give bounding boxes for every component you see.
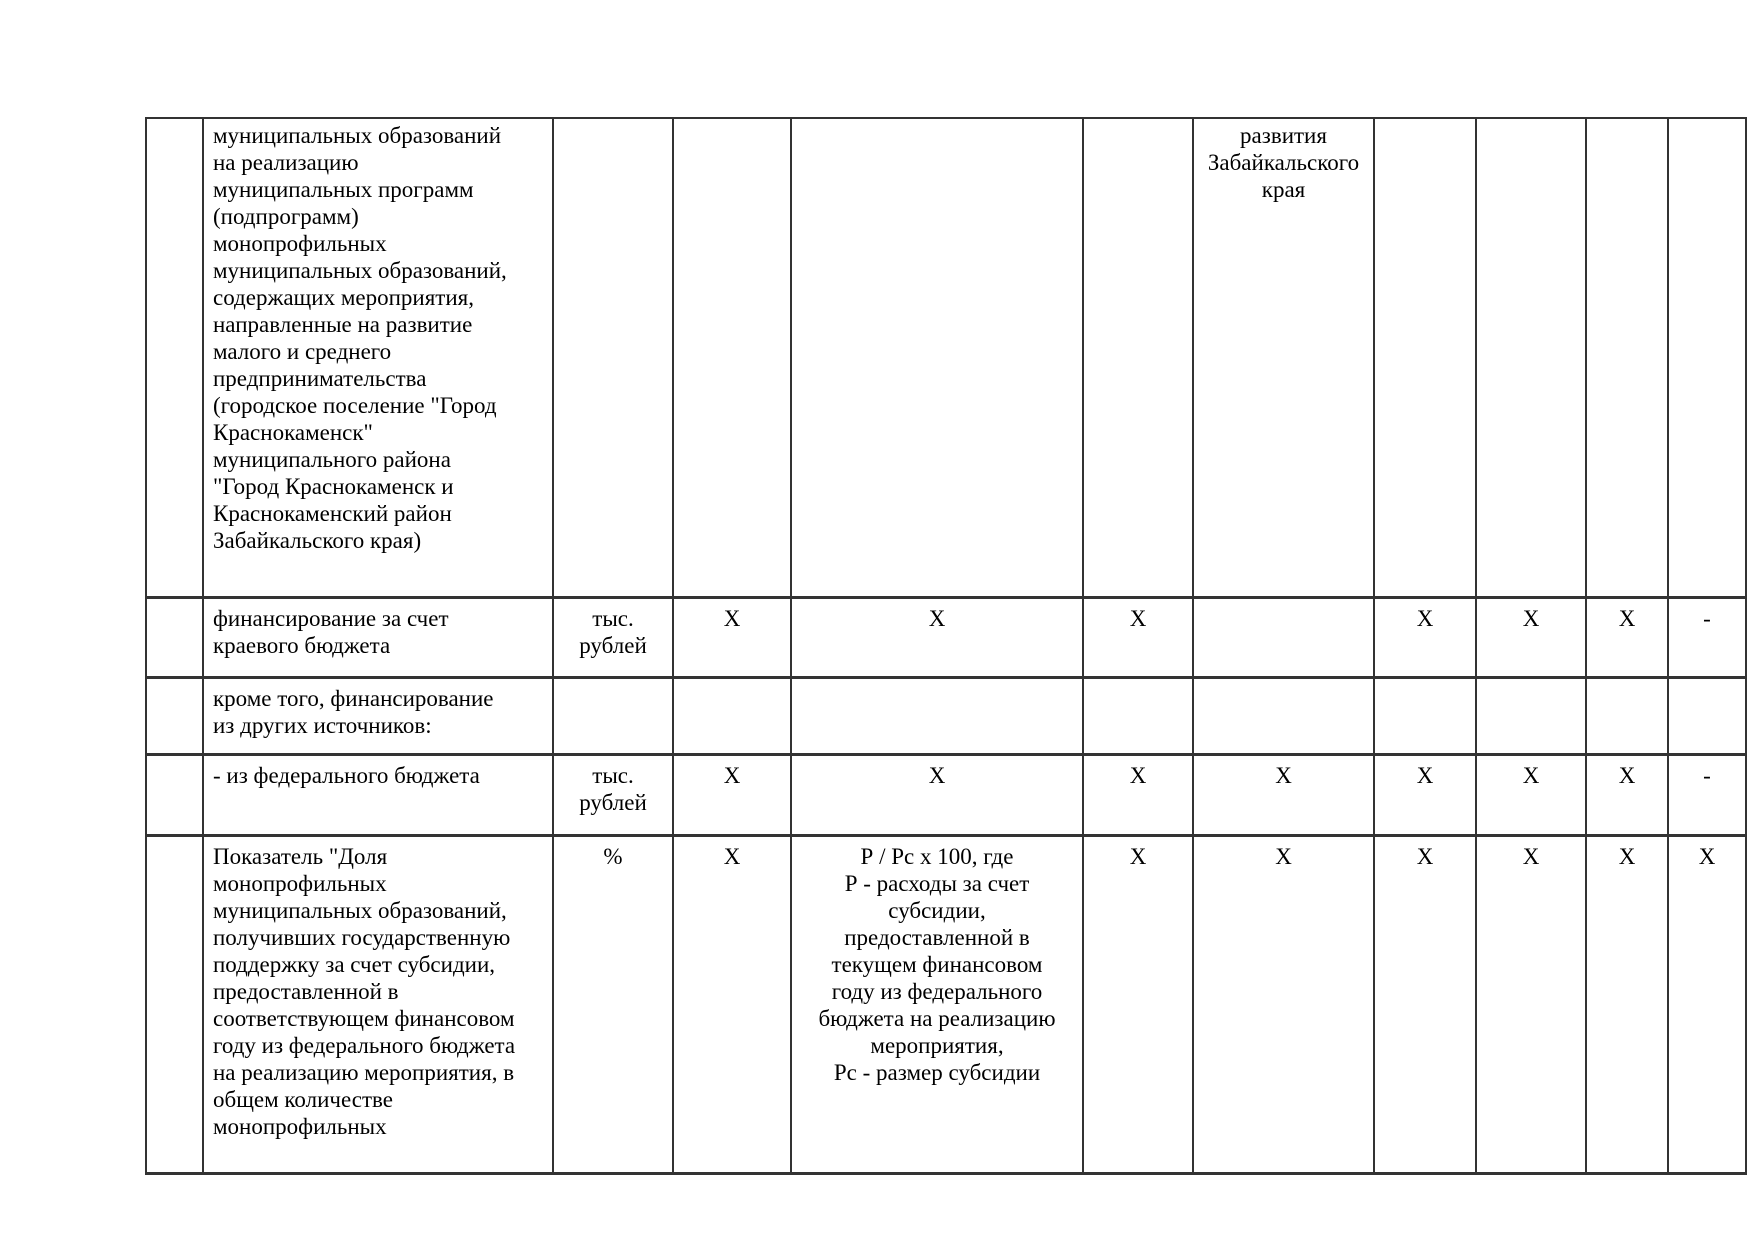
table-cell: X <box>1667 833 1747 1175</box>
table-cell <box>672 675 792 756</box>
table-cell: - <box>1667 595 1747 679</box>
table-cell: - <box>1667 752 1747 837</box>
table-cell: X <box>1082 595 1194 679</box>
cell-unit: тыс. рублей <box>552 595 674 679</box>
table-cell <box>145 752 204 837</box>
cell-formula: Р / Рс x 100, где Р - расходы за счет су… <box>790 833 1084 1175</box>
table-cell: X <box>790 595 1084 679</box>
indicators-table: муниципальных образований на реализацию … <box>145 117 1747 1175</box>
cell-financing-regional-budget: финансирование за счет краевого бюджета <box>202 595 554 679</box>
table-cell: X <box>1082 752 1194 837</box>
cell-unit: тыс. рублей <box>552 752 674 837</box>
table-cell <box>790 675 1084 756</box>
table-cell <box>790 117 1084 599</box>
table-cell <box>672 117 792 599</box>
table-cell <box>145 675 204 756</box>
table-cell: X <box>1585 752 1669 837</box>
table-cell: X <box>1373 595 1477 679</box>
table-cell <box>1475 117 1587 599</box>
table-cell: X <box>1373 752 1477 837</box>
cell-executor-continued: развития Забайкальского края <box>1192 117 1375 599</box>
table-cell <box>1667 117 1747 599</box>
table-cell <box>145 833 204 1175</box>
table-cell: X <box>1475 752 1587 837</box>
table-row-indicator-share: Показатель "Доля монопрофильных муниципа… <box>145 833 1747 1175</box>
table-cell <box>1373 675 1477 756</box>
table-cell <box>1192 675 1375 756</box>
table-cell: X <box>1585 595 1669 679</box>
table-row-federal-budget: - из федерального бюджета тыс. рублей X … <box>145 752 1747 837</box>
table-cell <box>145 117 204 599</box>
table-cell: X <box>672 752 792 837</box>
table-cell: X <box>790 752 1084 837</box>
table-cell <box>1667 675 1747 756</box>
cell-other-sources-financing: кроме того, финансирование из других ист… <box>202 675 554 756</box>
table-cell: X <box>1585 833 1669 1175</box>
table-cell: X <box>1192 752 1375 837</box>
table-row-regional-financing: финансирование за счет краевого бюджета … <box>145 595 1747 679</box>
cell-federal-budget-financing: - из федерального бюджета <box>202 752 554 837</box>
table-cell: X <box>1373 833 1477 1175</box>
table-cell <box>552 117 674 599</box>
table-cell <box>145 595 204 679</box>
table-row-other-sources: кроме того, финансирование из других ист… <box>145 675 1747 756</box>
table-cell: X <box>1475 833 1587 1175</box>
table-cell: X <box>1475 595 1587 679</box>
table-row-program-description: муниципальных образований на реализацию … <box>145 117 1747 599</box>
table-cell: X <box>672 595 792 679</box>
cell-indicator-share-description: Показатель "Доля монопрофильных муниципа… <box>202 833 554 1175</box>
table-cell <box>1585 675 1669 756</box>
table-cell: X <box>1082 833 1194 1175</box>
table-cell <box>1082 675 1194 756</box>
cell-program-name-continued: муниципальных образований на реализацию … <box>202 117 554 599</box>
table-cell: X <box>1192 833 1375 1175</box>
table-cell <box>1585 117 1669 599</box>
table-cell <box>552 675 674 756</box>
table-cell <box>1475 675 1587 756</box>
cell-unit-percent: % <box>552 833 674 1175</box>
table-cell <box>1373 117 1477 599</box>
table-cell <box>1192 595 1375 679</box>
table-cell: X <box>672 833 792 1175</box>
table-cell <box>1082 117 1194 599</box>
